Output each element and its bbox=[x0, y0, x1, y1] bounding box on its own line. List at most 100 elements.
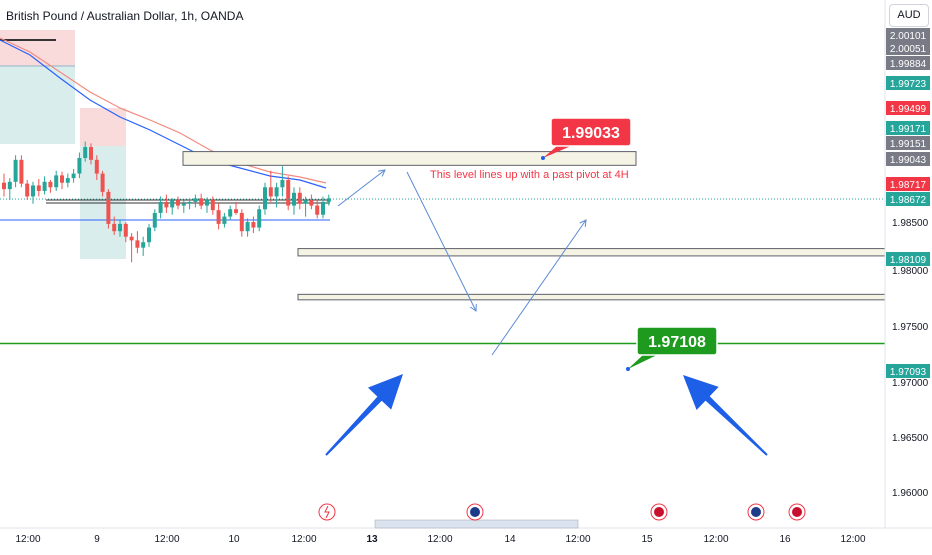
time-tick-label: 14 bbox=[504, 534, 516, 545]
candle-body[interactable] bbox=[216, 210, 221, 224]
time-tick-label: 9 bbox=[94, 534, 100, 545]
candle-body[interactable] bbox=[303, 200, 308, 204]
callout-upper-pointer bbox=[543, 146, 571, 158]
candle-body[interactable] bbox=[83, 147, 88, 159]
candle-body[interactable] bbox=[19, 159, 24, 184]
price-tick-label: 1.98500 bbox=[892, 218, 929, 229]
zone-lower[interactable] bbox=[297, 293, 886, 301]
candle-body[interactable] bbox=[257, 209, 262, 228]
candle-body[interactable] bbox=[42, 181, 47, 191]
candle-body[interactable] bbox=[176, 200, 180, 206]
candle-body[interactable] bbox=[315, 205, 320, 215]
candle-body[interactable] bbox=[309, 200, 314, 206]
candle-body[interactable] bbox=[13, 159, 18, 182]
price-tick-label: 1.96000 bbox=[892, 488, 929, 499]
candle-body[interactable] bbox=[181, 203, 186, 206]
callout-upper-anchor bbox=[541, 156, 545, 160]
candle-body[interactable] bbox=[274, 187, 279, 197]
price-tag[interactable] bbox=[886, 41, 930, 55]
price-tag[interactable] bbox=[886, 28, 930, 42]
candle-body[interactable] bbox=[280, 179, 285, 188]
candle-body[interactable] bbox=[210, 200, 215, 211]
price-tag[interactable] bbox=[886, 364, 930, 378]
candle-body[interactable] bbox=[7, 181, 12, 190]
candle-body[interactable] bbox=[152, 212, 157, 228]
candle-body[interactable] bbox=[65, 178, 70, 183]
big-arrow-right[interactable] bbox=[683, 375, 768, 456]
candle-body[interactable] bbox=[263, 187, 267, 210]
candle-body[interactable] bbox=[268, 187, 273, 197]
candle-body[interactable] bbox=[286, 179, 291, 206]
candle-body[interactable] bbox=[106, 191, 111, 224]
time-scrollbar[interactable] bbox=[374, 519, 579, 529]
candle-body[interactable] bbox=[245, 222, 250, 232]
candle-body[interactable] bbox=[31, 185, 35, 197]
price-tick-label: 1.97000 bbox=[892, 378, 929, 389]
candle-body[interactable] bbox=[123, 223, 128, 237]
candle-body[interactable] bbox=[170, 200, 175, 208]
candle-body[interactable] bbox=[71, 173, 76, 179]
zone-middle[interactable] bbox=[297, 248, 886, 257]
price-tag[interactable] bbox=[886, 152, 930, 166]
candle-body[interactable] bbox=[129, 236, 134, 241]
candle-body[interactable] bbox=[158, 201, 163, 213]
price-tag[interactable] bbox=[886, 177, 930, 191]
symbol-title: British Pound / Australian Dollar, 1h, O… bbox=[6, 9, 244, 23]
big-arrow-left[interactable] bbox=[325, 374, 403, 456]
candle-body[interactable] bbox=[199, 198, 204, 206]
candle-body[interactable] bbox=[228, 209, 233, 217]
time-tick-label: 12:00 bbox=[15, 534, 40, 545]
price-tag[interactable] bbox=[886, 76, 930, 90]
price-tag[interactable] bbox=[886, 136, 930, 150]
price-tag[interactable] bbox=[886, 192, 930, 206]
price-tag[interactable] bbox=[886, 101, 930, 115]
candle-body[interactable] bbox=[54, 175, 59, 188]
callout-lower[interactable] bbox=[636, 326, 718, 356]
candle-body[interactable] bbox=[60, 175, 64, 183]
candle-body[interactable] bbox=[94, 159, 99, 174]
candle-body[interactable] bbox=[48, 181, 53, 188]
candle-body[interactable] bbox=[135, 240, 140, 248]
price-tag[interactable] bbox=[886, 56, 930, 70]
projection-arrow-up-2[interactable] bbox=[491, 219, 587, 356]
candle-body[interactable] bbox=[164, 201, 169, 208]
time-tick-label: 12:00 bbox=[703, 534, 728, 545]
currency-selector[interactable]: AUD bbox=[889, 4, 929, 27]
projection-arrow-up-1[interactable] bbox=[337, 169, 386, 207]
candle-body[interactable] bbox=[112, 223, 117, 232]
moving-average-fast bbox=[0, 37, 327, 184]
callout-upper[interactable] bbox=[550, 117, 632, 147]
candle-body[interactable] bbox=[36, 185, 41, 191]
candle-body[interactable] bbox=[193, 198, 198, 202]
candle-body[interactable] bbox=[251, 222, 256, 228]
candle-body[interactable] bbox=[222, 216, 227, 224]
price-tag[interactable] bbox=[886, 121, 930, 135]
candle-body[interactable] bbox=[297, 192, 302, 204]
price-tick-label: 1.96500 bbox=[892, 433, 929, 444]
candle-body[interactable] bbox=[234, 209, 238, 213]
candle-body[interactable] bbox=[89, 147, 93, 160]
zone-upper[interactable] bbox=[182, 151, 637, 166]
candle-body[interactable] bbox=[205, 200, 209, 206]
position-tool-profit-box[interactable] bbox=[0, 66, 75, 144]
candle-body[interactable] bbox=[187, 201, 192, 204]
candle-body[interactable] bbox=[147, 227, 151, 243]
price-tick-label: 1.98000 bbox=[892, 266, 929, 277]
position-tool-loss-box-2[interactable] bbox=[80, 108, 126, 146]
time-tick-label: 15 bbox=[641, 534, 653, 545]
candle-body[interactable] bbox=[239, 212, 244, 232]
candle-body[interactable] bbox=[2, 182, 6, 190]
candle-body[interactable] bbox=[326, 198, 331, 202]
candle-body[interactable] bbox=[141, 242, 146, 248]
projection-arrow-down[interactable] bbox=[406, 171, 477, 312]
price-tag-label: 1.99171 bbox=[890, 124, 927, 135]
candle-body[interactable] bbox=[77, 158, 82, 174]
candle-body[interactable] bbox=[321, 201, 325, 215]
candle-body[interactable] bbox=[25, 183, 30, 197]
time-tick-label: 12:00 bbox=[427, 534, 452, 545]
candle-body[interactable] bbox=[118, 223, 122, 232]
candle-body[interactable] bbox=[100, 173, 105, 192]
price-tag[interactable] bbox=[886, 252, 930, 266]
